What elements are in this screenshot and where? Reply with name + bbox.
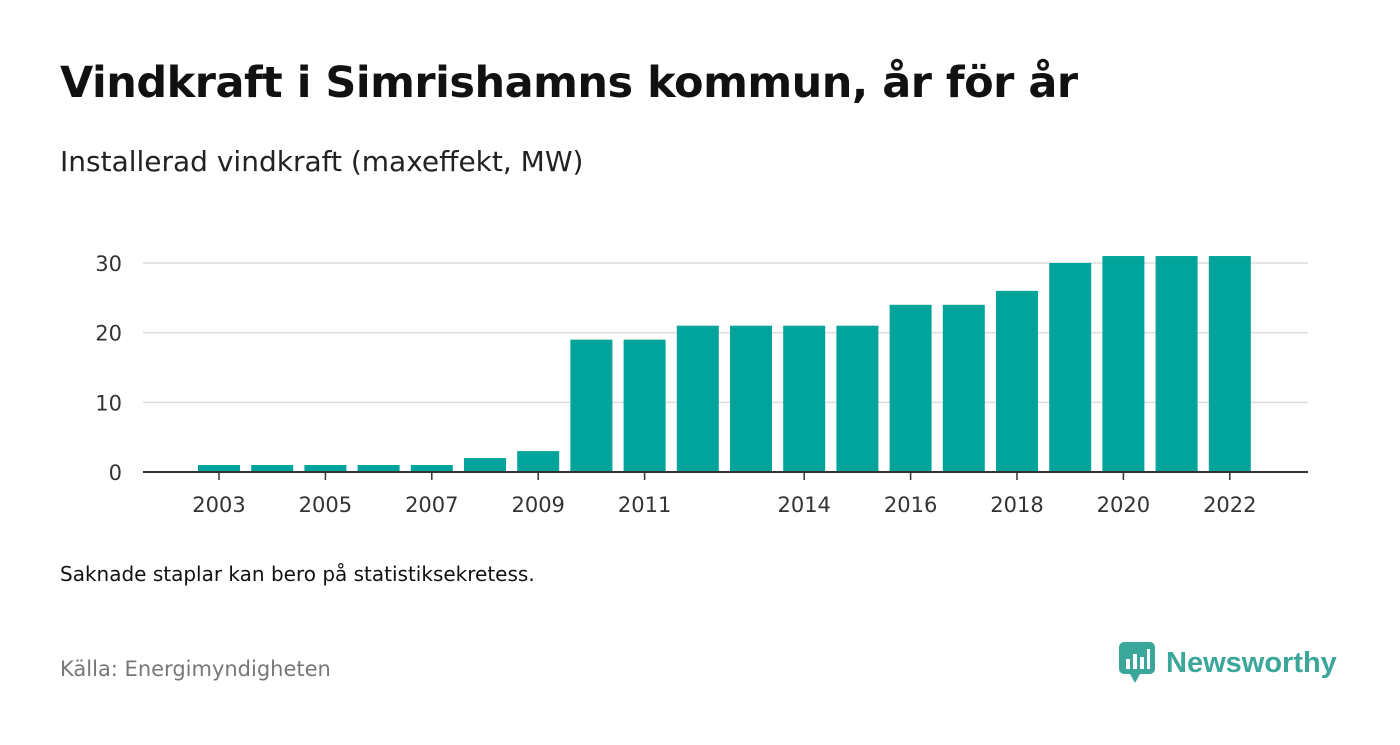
x-tick-label: 2005 <box>299 493 352 517</box>
bar <box>410 465 453 472</box>
x-tick-label: 2020 <box>1097 493 1150 517</box>
bar <box>730 325 772 472</box>
bar <box>623 339 666 472</box>
bar <box>570 339 613 472</box>
y-tick-label: 10 <box>95 391 122 415</box>
y-tick-label: 30 <box>95 252 122 276</box>
bar <box>1102 256 1145 472</box>
source-text: Källa: Energimyndigheten <box>60 657 331 681</box>
brand-logo: Newsworthy <box>1118 641 1337 685</box>
bar <box>836 325 879 472</box>
x-tick-label: 2022 <box>1203 493 1256 517</box>
bar <box>996 290 1038 472</box>
bar <box>1155 256 1198 472</box>
y-tick-label: 0 <box>109 461 122 485</box>
chart-subtitle: Installerad vindkraft (maxeffekt, MW) <box>60 145 584 178</box>
bar <box>783 325 826 472</box>
x-tick-label: 2014 <box>777 493 830 517</box>
bar <box>676 325 719 472</box>
bar <box>251 465 294 472</box>
x-tick-label: 2007 <box>405 493 458 517</box>
x-tick-label: 2003 <box>192 493 245 517</box>
bar <box>889 304 932 472</box>
y-tick-label: 20 <box>95 322 122 346</box>
axes: 0 10 20 30 2003 2005 2007 2009 2011 2014 2016 2018 2… <box>95 252 1308 517</box>
x-tick-label: 2016 <box>884 493 937 517</box>
bar <box>942 304 985 472</box>
bar <box>517 451 560 472</box>
newsworthy-logo-icon <box>1119 642 1155 683</box>
bar <box>198 465 240 472</box>
brand-name: Newsworthy <box>1166 646 1337 679</box>
x-tick-label: 2018 <box>990 493 1043 517</box>
bar <box>357 465 400 472</box>
bar-chart: 0 10 20 30 2003 2005 2007 2009 2011 2014 2016 2018 2… <box>95 252 1308 517</box>
chart-title: Vindkraft i Simrishamns kommun, år för å… <box>60 58 1078 108</box>
footnote: Saknade staplar kan bero på statistiksek… <box>60 562 535 586</box>
bar <box>304 465 347 472</box>
bars <box>198 256 1251 472</box>
x-tick-label: 2011 <box>618 493 671 517</box>
bar <box>1208 256 1251 472</box>
bar <box>464 458 506 472</box>
bar <box>1049 263 1092 472</box>
x-tick-label: 2009 <box>511 493 564 517</box>
